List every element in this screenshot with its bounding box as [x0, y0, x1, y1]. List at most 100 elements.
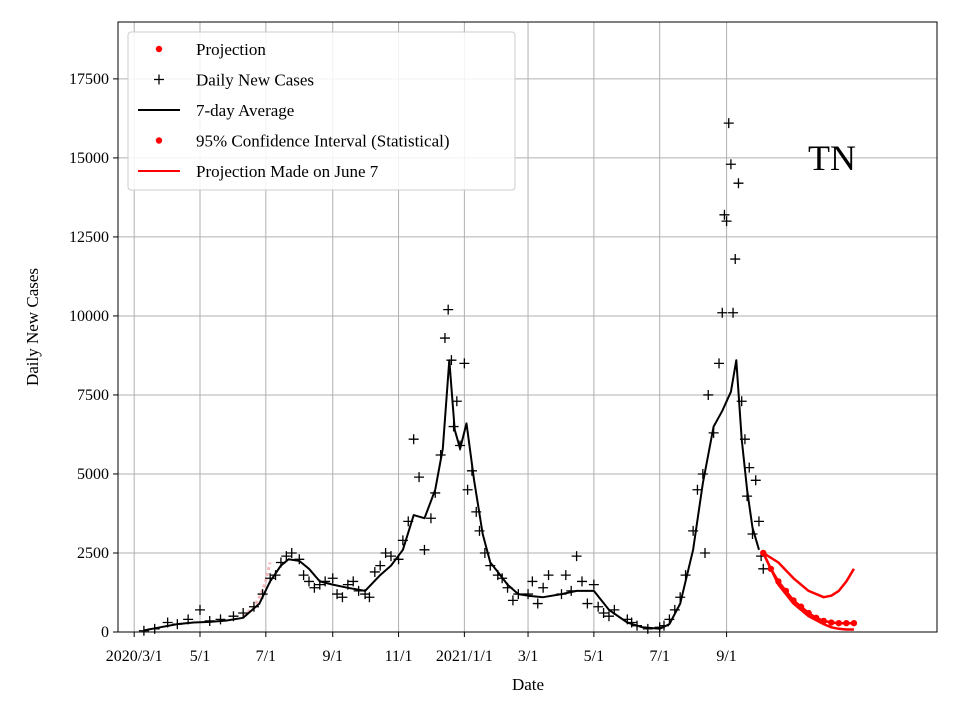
daily-case-point: [380, 547, 391, 558]
daily-case-point: [364, 592, 375, 603]
daily-case-point: [303, 576, 314, 587]
daily-case-point: [730, 254, 741, 265]
projection-point: [812, 614, 820, 621]
daily-case-point: [728, 307, 739, 318]
daily-case-point: [462, 484, 473, 495]
x-tick-label: 5/1: [584, 648, 604, 665]
daily-case-point: [700, 547, 711, 558]
y-tick-label: 12500: [69, 229, 109, 246]
daily-case-point: [576, 576, 587, 587]
seven-day-average-line: [143, 359, 760, 632]
y-axis-title: Daily New Cases: [23, 268, 42, 386]
daily-case-point: [598, 608, 609, 619]
daily-case-point: [386, 551, 396, 562]
daily-case-point: [523, 589, 534, 600]
y-tick-label: 10000: [69, 308, 109, 325]
projection-point: [820, 617, 827, 625]
daily-case-point: [414, 472, 425, 483]
daily-case-point: [281, 551, 292, 562]
axes-frame: [117, 21, 938, 633]
daily-case-point: [717, 307, 728, 318]
daily-case-point: [327, 573, 338, 584]
daily-case-point: [443, 304, 454, 315]
projection-point: [767, 565, 775, 572]
daily-case-point: [733, 178, 744, 189]
daily-case-point: [507, 595, 518, 606]
daily-case-point: [703, 389, 714, 400]
x-tick-label: 3/1: [518, 648, 538, 665]
daily-case-point: [425, 513, 436, 524]
daily-case-point: [721, 216, 732, 227]
daily-case-point: [714, 358, 725, 369]
daily-case-point: [419, 544, 430, 555]
daily-case-point: [195, 604, 206, 615]
daily-case-point: [459, 358, 470, 369]
y-tick-label: 0: [101, 624, 109, 641]
projection-point: [835, 619, 843, 627]
daily-case-point: [337, 592, 348, 603]
daily-case-point: [571, 551, 582, 562]
legend-dot-marker: [155, 45, 163, 53]
daily-case-point: [348, 576, 359, 587]
legend-plus-marker: [154, 74, 164, 85]
x-tick-label: 11/1: [385, 648, 413, 665]
x-tick-label: 7/1: [256, 648, 276, 665]
plot-data: [138, 118, 858, 636]
legend-dot-marker: [155, 137, 163, 144]
x-axis-title: Date: [512, 675, 544, 694]
y-tick-label: 2500: [77, 545, 109, 562]
projection-point: [805, 609, 812, 617]
legend-label: Projection: [196, 40, 266, 59]
daily-case-point: [286, 547, 297, 558]
daily-case-point: [697, 468, 708, 479]
daily-case-point: [753, 516, 764, 527]
projection-point: [828, 619, 835, 626]
projection-point: [782, 587, 790, 595]
daily-case-point: [560, 570, 571, 581]
daily-case-point: [543, 570, 554, 581]
projection-point: [775, 578, 782, 585]
daily-case-point: [294, 554, 305, 565]
x-tick-label: 5/1: [190, 648, 210, 665]
projection-point: [760, 549, 767, 557]
daily-case-point: [375, 560, 386, 571]
daily-case-point: [719, 209, 730, 220]
daily-case-point: [725, 159, 736, 170]
legend-label: 7-day Average: [196, 101, 294, 120]
early-projection-line: [242, 562, 272, 618]
daily-case-point: [298, 570, 309, 581]
daily-case-point: [692, 484, 703, 495]
daily-case-point: [750, 475, 761, 486]
legend-label: 95% Confidence Interval (Statistical): [196, 132, 450, 151]
daily-case-point: [446, 355, 457, 366]
legend-label: Daily New Cases: [196, 71, 314, 90]
projection-point: [850, 619, 858, 627]
daily-case-point: [309, 582, 320, 593]
projection-point: [797, 603, 805, 610]
daily-case-point: [332, 589, 343, 600]
projection-point: [790, 597, 797, 604]
daily-case-point: [593, 601, 604, 612]
daily-case-point: [369, 566, 380, 577]
daily-case-point: [408, 434, 419, 445]
daily-case-point: [538, 582, 549, 593]
y-tick-label: 17500: [69, 71, 109, 88]
legend-box: [127, 31, 516, 191]
x-tick-label: 9/1: [323, 648, 343, 665]
daily-case-point: [439, 333, 450, 344]
y-tick-label: 7500: [77, 387, 109, 404]
daily-case-point: [582, 598, 593, 609]
x-tick-label: 7/1: [649, 648, 669, 665]
daily-case-point: [238, 608, 249, 619]
panel-label: TN: [808, 138, 856, 178]
daily-case-point: [744, 462, 755, 473]
confidence-upper-line: [762, 551, 855, 599]
legend-label: Projection Made on June 7: [196, 162, 379, 181]
daily-case-point: [527, 576, 538, 587]
projection-point: [843, 619, 850, 627]
legend: Projection Daily New Cases 7-day Average 95…: [127, 31, 516, 191]
x-tick-label: 2020/3/1: [106, 648, 163, 665]
daily-case-point: [723, 118, 734, 129]
